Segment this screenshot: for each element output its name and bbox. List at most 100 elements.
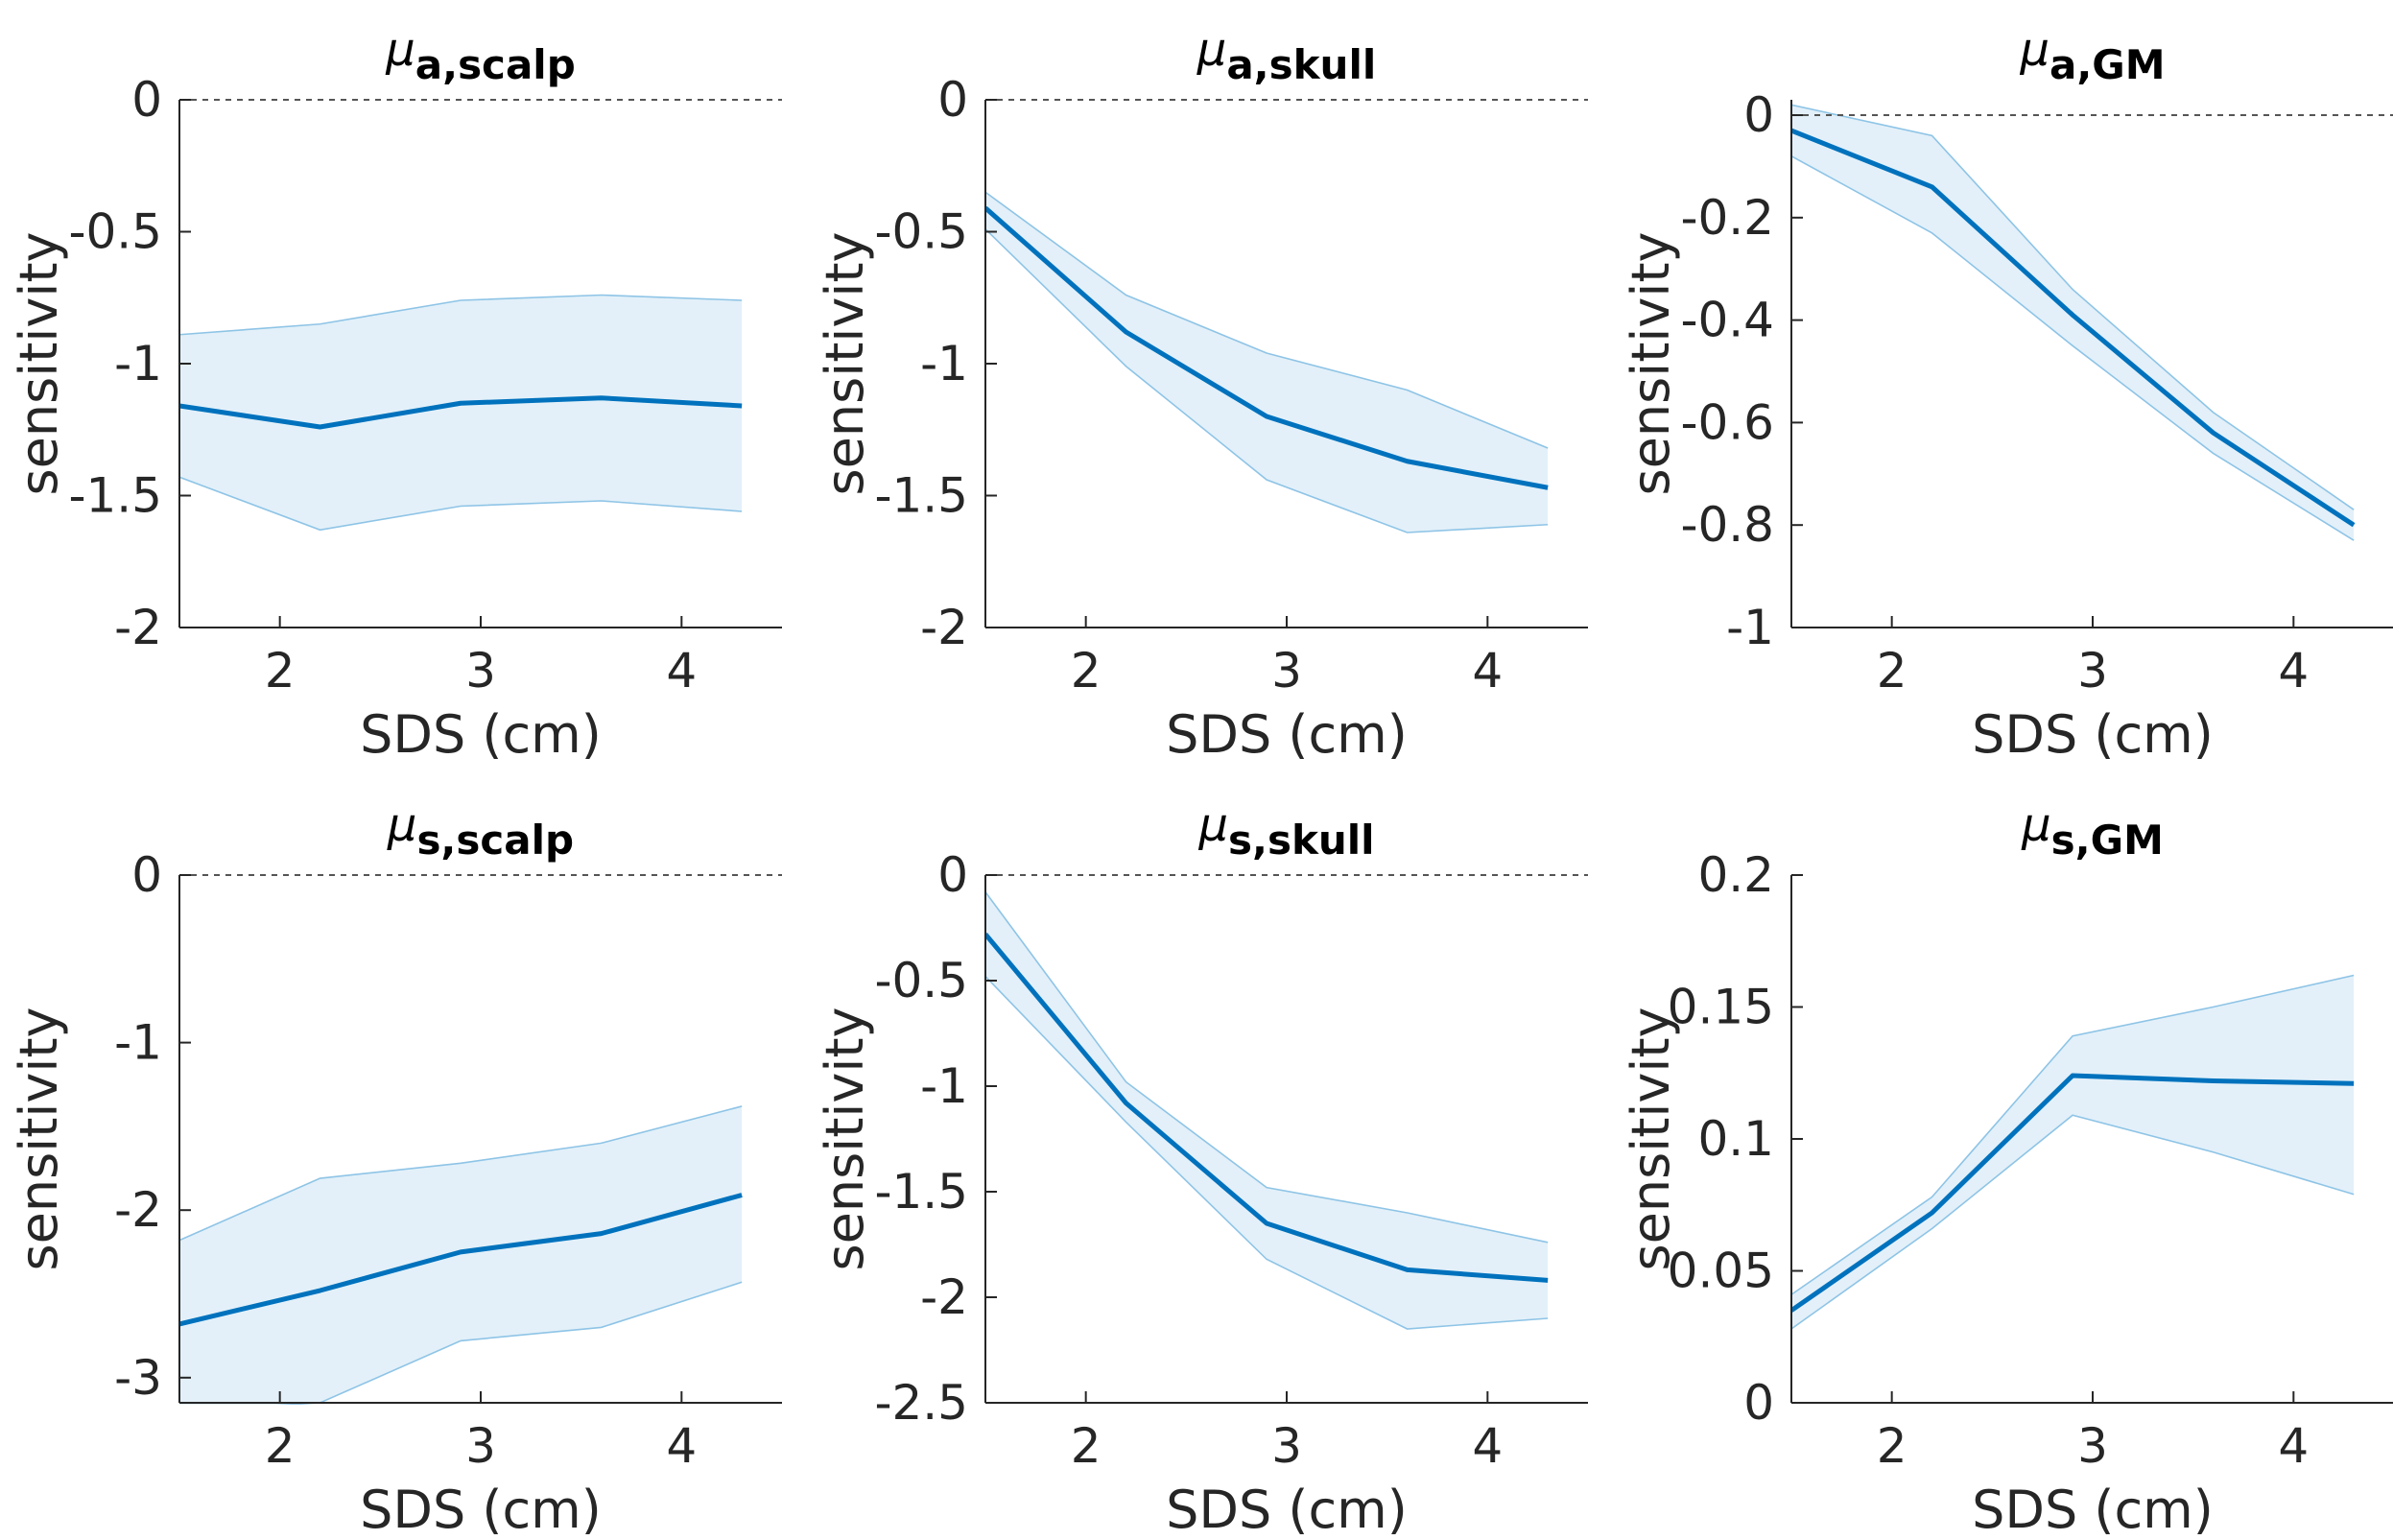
y-tick-label: 0 <box>937 72 968 128</box>
band-lower-edge <box>274 1281 743 1405</box>
y-tick-label: 0.2 <box>1697 847 1774 903</box>
band-lower-edge <box>179 476 743 532</box>
band-upper-edge <box>1791 974 2355 1295</box>
y-tick-label: -1.5 <box>874 1164 968 1220</box>
x-tick-label: 2 <box>1877 643 1907 699</box>
x-tick-label: 3 <box>465 1418 496 1474</box>
confidence-band <box>179 1105 743 1405</box>
x-axis-label: SDS (cm) <box>1972 704 2214 765</box>
chart-panel: 2 3 4 0 -0.5 -1 -1.5 -2 SDS (cm) sensitivity μa,sk… <box>815 23 1588 765</box>
x-tick-label: 2 <box>1071 1418 1102 1474</box>
band-lower-edge <box>985 228 1549 533</box>
title-subscript: a,scalp <box>415 41 576 88</box>
x-tick-label: 3 <box>1271 643 1302 699</box>
band-upper-edge <box>179 294 743 336</box>
chart-title: μs,skull <box>1197 798 1374 864</box>
chart-title: μs,scalp <box>387 798 574 864</box>
x-axis-label: SDS (cm) <box>360 1480 602 1540</box>
title-subscript: a,skull <box>1226 41 1376 88</box>
x-tick-label: 4 <box>1472 643 1503 699</box>
y-tick-label: -0.5 <box>874 204 968 260</box>
x-tick-label: 4 <box>666 1418 697 1474</box>
y-axis-label: sensitivity <box>1621 1007 1681 1271</box>
x-axis-label: SDS (cm) <box>1972 1480 2214 1540</box>
y-tick-label: -0.4 <box>1680 293 1774 348</box>
chart-panel: 2 3 4 0 -0.2 -0.4 -0.6 -0.8 -1 SDS (cm) sensitivit… <box>1621 23 2393 765</box>
y-tick-label: -0.5 <box>874 953 968 1008</box>
mean-line <box>179 395 743 430</box>
x-tick-label: 2 <box>265 643 296 699</box>
y-tick-label: 0 <box>131 72 162 128</box>
x-tick-label: 3 <box>465 643 496 699</box>
band-upper-edge <box>985 891 1549 1244</box>
x-tick-label: 4 <box>666 643 697 699</box>
mean-line <box>1791 128 2356 528</box>
y-tick-label: -1 <box>114 1015 162 1071</box>
y-tick-label: 0 <box>131 847 162 903</box>
x-tick-label: 3 <box>2077 643 2108 699</box>
y-axis-label: sensitivity <box>9 1007 69 1271</box>
title-symbol: μ <box>385 23 415 77</box>
title-subscript: s,scalp <box>416 817 574 864</box>
chart-panel: 2 3 4 0 -1 -2 -3 SDS (cm) sensitivity μs,scalp <box>9 798 782 1540</box>
chart-panel: 2 3 4 0 -0.5 -1 -1.5 -2 SDS (cm) sensitivity μa,sc… <box>9 23 782 765</box>
confidence-band <box>1791 105 2355 541</box>
band-lower-edge <box>1791 155 2355 541</box>
x-axis-label: SDS (cm) <box>1166 1480 1408 1540</box>
y-axis-label: sensitivity <box>9 232 69 496</box>
y-tick-label: -1 <box>920 336 968 391</box>
x-axis-label: SDS (cm) <box>1166 704 1408 765</box>
y-tick-label: -2.5 <box>874 1375 968 1431</box>
title-symbol: μ <box>2021 798 2051 852</box>
confidence-band <box>179 295 743 531</box>
y-axis-label: sensitivity <box>815 232 875 496</box>
y-tick-label: -1 <box>114 336 162 391</box>
y-tick-label: -0.5 <box>68 204 162 260</box>
title-symbol: μ <box>1197 798 1228 852</box>
y-tick-label: 0 <box>1743 1375 1774 1431</box>
y-tick-label: -0.8 <box>1680 497 1774 553</box>
y-axis-label: sensitivity <box>1621 232 1681 496</box>
x-tick-label: 2 <box>265 1418 296 1474</box>
y-tick-label: -2 <box>920 600 968 655</box>
y-axis-label: sensitivity <box>815 1007 875 1271</box>
y-tick-label: 0 <box>1743 87 1774 143</box>
y-tick-label: 0.15 <box>1668 980 1774 1035</box>
y-tick-label: 0.05 <box>1668 1244 1774 1299</box>
y-tick-label: -1.5 <box>874 468 968 524</box>
x-tick-label: 2 <box>1071 643 1102 699</box>
y-tick-label: -2 <box>114 1182 162 1238</box>
x-tick-label: 3 <box>2077 1418 2108 1474</box>
band-upper-edge <box>985 191 1549 449</box>
y-tick-label: 0.1 <box>1697 1111 1774 1167</box>
chart-panel: 2 3 4 0 -0.5 -1 -1.5 -2 -2.5 SDS (cm) sensitivity μ… <box>815 798 1588 1540</box>
x-tick-label: 4 <box>2278 1418 2309 1474</box>
confidence-band <box>985 192 1549 533</box>
y-tick-label: -0.6 <box>1680 394 1774 450</box>
chart-title: μa,scalp <box>385 23 576 88</box>
y-tick-label: -2 <box>920 1269 968 1325</box>
title-subscript: s,GM <box>2051 817 2164 864</box>
y-tick-label: -2 <box>114 600 162 655</box>
band-lower-edge <box>1791 1114 2355 1330</box>
y-tick-label: -0.2 <box>1680 190 1774 246</box>
chart-title: μa,GM <box>2019 23 2165 88</box>
chart-title: μs,GM <box>2021 798 2164 864</box>
x-axis-label: SDS (cm) <box>360 704 602 765</box>
band-lower-edge <box>985 976 1549 1330</box>
confidence-band <box>1791 975 2355 1329</box>
mean-line <box>985 205 1549 490</box>
mean-line <box>1791 1073 2355 1313</box>
y-tick-label: -1.5 <box>68 468 162 524</box>
mean-line <box>179 1193 743 1327</box>
title-symbol: μ <box>1196 23 1227 77</box>
title-subscript: s,skull <box>1228 817 1375 864</box>
y-tick-label: -1 <box>1726 600 1774 655</box>
title-subscript: a,GM <box>2049 41 2166 88</box>
band-upper-edge <box>179 1105 743 1242</box>
y-tick-label: -3 <box>114 1350 162 1406</box>
x-tick-label: 3 <box>1271 1418 1302 1474</box>
confidence-band <box>985 891 1549 1329</box>
x-tick-label: 4 <box>2278 643 2309 699</box>
